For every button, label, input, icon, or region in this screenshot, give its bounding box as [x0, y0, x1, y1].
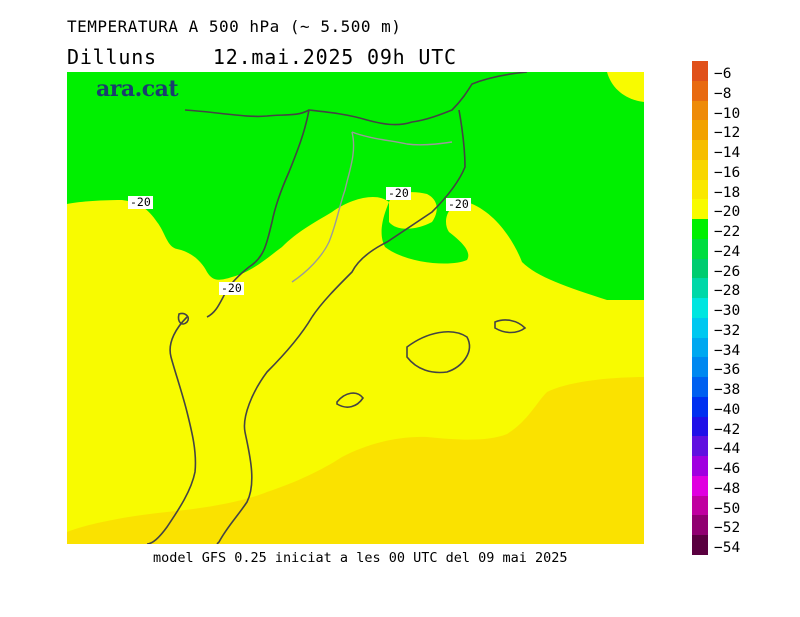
model-info: model GFS 0.25 iniciat a les 00 UTC del …	[153, 550, 568, 566]
scale-tick-label: −12	[714, 125, 741, 142]
cold-region-green	[67, 72, 644, 300]
scale-tick-label: −24	[714, 243, 741, 260]
scale-swatch	[692, 140, 708, 161]
scale-tick-label: −40	[714, 401, 741, 418]
brand-logo: ara.cat	[96, 76, 179, 102]
scale-swatch	[692, 456, 708, 477]
scale-swatch	[692, 337, 708, 358]
scale-swatch	[692, 475, 708, 497]
color-scale	[692, 61, 708, 556]
scale-tick-label: −10	[714, 105, 741, 122]
scale-tick-label: −16	[714, 164, 741, 181]
scale-tick-label: −44	[714, 441, 741, 458]
scale-tick-label: −38	[714, 382, 741, 399]
scale-swatch	[692, 219, 708, 240]
scale-tick-label: −32	[714, 322, 741, 339]
scale-swatch	[692, 495, 708, 516]
scale-swatch	[692, 159, 708, 181]
scale-swatch	[692, 298, 708, 319]
scale-tick-label: −8	[714, 85, 732, 102]
scale-swatch	[692, 317, 708, 339]
scale-tick-label: −28	[714, 283, 741, 300]
warm-tongue	[389, 192, 437, 229]
forecast-datetime: 12.mai.2025 09h UTC	[212, 45, 457, 69]
scale-swatch	[692, 515, 708, 536]
scale-tick-label: −30	[714, 303, 741, 320]
forecast-day: Dilluns	[67, 45, 157, 69]
scale-tick-label: −36	[714, 362, 741, 379]
scale-tick-label: −14	[714, 145, 741, 162]
contour-label: -20	[128, 195, 153, 209]
scale-swatch	[692, 377, 708, 398]
scale-swatch	[692, 396, 708, 418]
scale-tick-label: −18	[714, 184, 741, 201]
scale-tick-label: −54	[714, 540, 741, 557]
scale-swatch	[692, 258, 708, 279]
scale-swatch	[692, 278, 708, 299]
north-east-yellow	[607, 72, 644, 102]
scale-swatch	[692, 357, 708, 378]
scale-swatch	[692, 238, 708, 260]
scale-swatch	[692, 100, 708, 121]
scale-tick-label: −6	[714, 66, 732, 82]
scale-tick-label: −20	[714, 204, 741, 221]
contour-label: -20	[386, 186, 411, 200]
scale-swatch	[692, 179, 708, 200]
scale-tick-label: −50	[714, 500, 741, 517]
scale-tick-label: −52	[714, 520, 741, 537]
borders	[291, 131, 453, 283]
scale-tick-label: −42	[714, 421, 741, 438]
scale-swatch	[692, 436, 708, 457]
map-title: TEMPERATURA A 500 hPa (~ 5.500 m)	[67, 17, 402, 36]
warm-region-orange	[67, 377, 644, 544]
contour-label: -20	[446, 197, 471, 211]
scale-swatch	[692, 416, 708, 437]
scale-tick-label: −26	[714, 263, 741, 280]
scale-tick-label: −22	[714, 224, 741, 241]
scale-tick-label: −34	[714, 342, 741, 359]
forecast-time: Dilluns 12.mai.2025 09h UTC	[67, 45, 457, 69]
temperature-map[interactable]	[67, 72, 644, 544]
scale-tick-label: −48	[714, 480, 741, 497]
scale-swatch	[692, 120, 708, 141]
contour-label: -20	[219, 281, 244, 295]
scale-swatch	[692, 61, 708, 82]
scale-swatch	[692, 535, 708, 556]
scale-tick-label: −46	[714, 461, 741, 478]
scale-swatch	[692, 199, 708, 220]
scale-swatch	[692, 80, 708, 101]
